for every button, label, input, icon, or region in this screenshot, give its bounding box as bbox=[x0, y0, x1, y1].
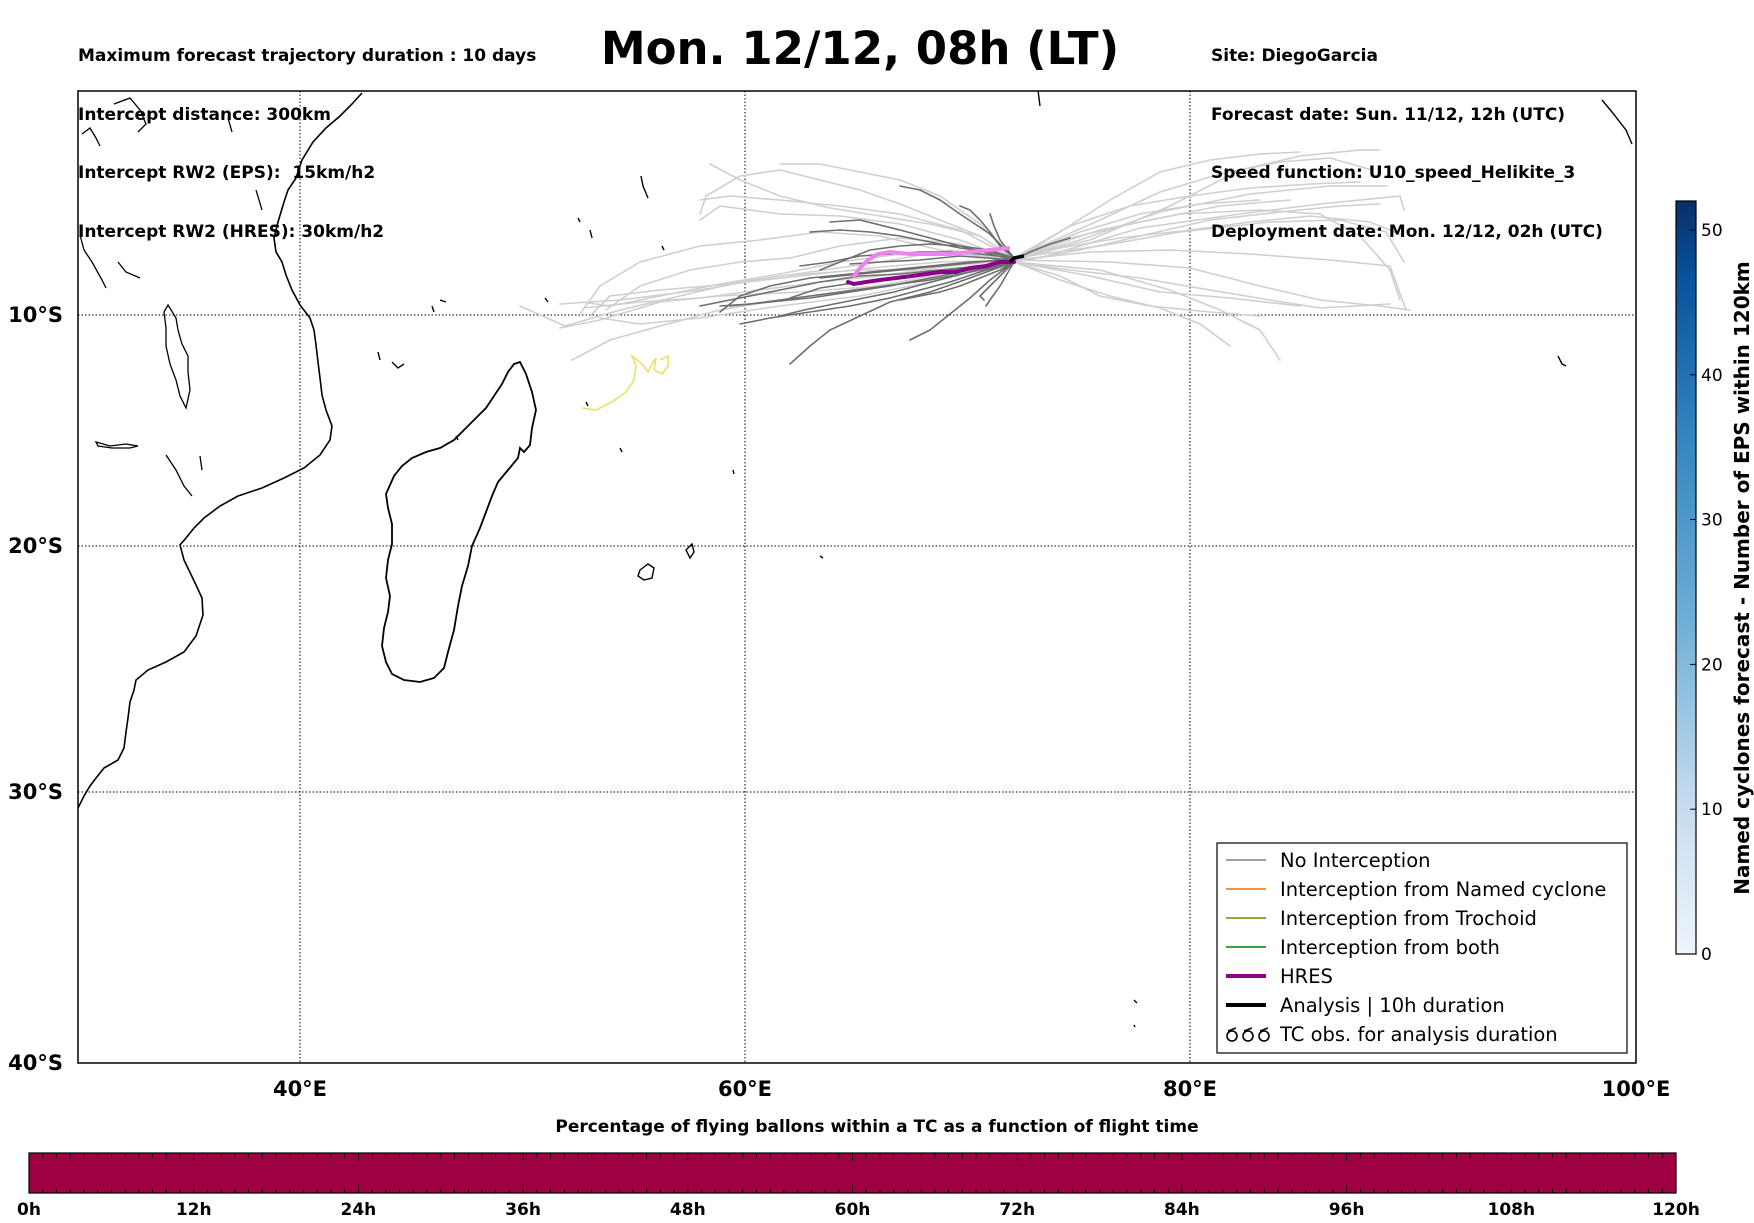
right-colorbar-tick-label: 0 bbox=[1701, 945, 1712, 965]
svg-text:Analysis | 10h duration: Analysis | 10h duration bbox=[1280, 994, 1505, 1017]
hres-track-alt bbox=[852, 246, 1010, 278]
bottom-colorbar-tick-label: 108h bbox=[1488, 1200, 1536, 1220]
speed-function-text: Speed function: U10_speed_Helikite_3 bbox=[1211, 163, 1576, 183]
right-colorbar-tick-label: 40 bbox=[1701, 366, 1723, 386]
bottom-colorbar-tick-label: 84h bbox=[1164, 1200, 1200, 1220]
analysis-track bbox=[1008, 254, 1025, 264]
hres-track bbox=[846, 260, 1016, 287]
right-colorbar-tick-label: 20 bbox=[1701, 655, 1723, 675]
lon-label-40e: 40°E bbox=[273, 1077, 327, 1101]
header-info-right: Site: DiegoGarcia Forecast date: Sun. 11… bbox=[1211, 8, 1603, 262]
legend-item-named-cyclone: Interception from Named cyclone bbox=[1226, 878, 1606, 901]
legend-item-trochoid: Interception from Trochoid bbox=[1226, 907, 1537, 930]
deployment-date-text: Deployment date: Mon. 12/12, 02h (UTC) bbox=[1211, 221, 1603, 242]
right-colorbar-tick-label: 30 bbox=[1701, 511, 1723, 531]
bottom-colorbar-tick-label: 96h bbox=[1329, 1200, 1365, 1220]
bottom-colorbar-ticks: 0h 12h 24h 36h 48h 60h 72h 84h 96h 108h 120h bbox=[17, 1200, 1700, 1220]
svg-text:Interception from Trochoid: Interception from Trochoid bbox=[1280, 907, 1537, 930]
tc-obs-icon bbox=[1226, 1027, 1270, 1042]
right-colorbar-tick-label: 50 bbox=[1701, 221, 1723, 241]
bottom-colorbar-tick-label: 60h bbox=[835, 1200, 871, 1220]
forecast-date-text: Forecast date: Sun. 11/12, 12h (UTC) bbox=[1211, 104, 1566, 125]
bottom-colorbar: 0h 12h 24h 36h 48h 60h 72h 84h 96h 108h 120h bbox=[17, 1152, 1700, 1220]
bottom-colorbar-title: Percentage of flying ballons within a TC… bbox=[555, 1117, 1199, 1137]
right-colorbar-tick-label: 10 bbox=[1701, 800, 1723, 820]
madagascar bbox=[381, 360, 537, 683]
lake-tanganyika bbox=[94, 440, 203, 497]
africa-coastline bbox=[78, 92, 363, 809]
legend-item-hres: HRES bbox=[1226, 965, 1333, 988]
yellow-trajectory bbox=[581, 353, 669, 411]
small-islands bbox=[377, 91, 1633, 1028]
header-info-left: Maximum forecast trajectory duration : 1… bbox=[78, 8, 536, 262]
lat-tick-labels: 10°S 20°S 30°S 40°S bbox=[8, 303, 63, 1075]
lat-label-20s: 20°S bbox=[8, 534, 63, 558]
right-colorbar-ticks: 0 10 20 30 40 50 bbox=[1690, 221, 1723, 965]
lon-label-100e: 100°E bbox=[1602, 1077, 1671, 1101]
bottom-colorbar-tick-label: 24h bbox=[341, 1200, 377, 1220]
page-title: Mon. 12/12, 08h (LT) bbox=[600, 22, 1120, 75]
right-colorbar: 0 10 20 30 40 50 Named cyclones forecast - Nu… bbox=[1675, 200, 1754, 965]
bottom-colorbar-tick-label: 72h bbox=[999, 1200, 1035, 1220]
bottom-colorbar-tick-label: 48h bbox=[670, 1200, 706, 1220]
svg-text:HRES: HRES bbox=[1280, 965, 1333, 988]
site-text: Site: DiegoGarcia bbox=[1211, 46, 1378, 66]
bottom-colorbar-tick-label: 12h bbox=[176, 1200, 212, 1220]
intercept-distance-text: Intercept distance: 300km bbox=[78, 104, 331, 125]
lon-tick-labels: 40°E 60°E 80°E 100°E bbox=[273, 1077, 1670, 1101]
svg-text:No Interception: No Interception bbox=[1280, 849, 1431, 872]
bottom-colorbar-tick-label: 120h bbox=[1652, 1200, 1700, 1220]
map-border bbox=[77, 90, 1637, 1064]
lake-victoria bbox=[163, 303, 191, 410]
max-duration-text: Maximum forecast trajectory duration : 1… bbox=[78, 46, 537, 66]
bottom-colorbar-tick-label: 36h bbox=[505, 1200, 541, 1220]
legend-item-analysis: Analysis | 10h duration bbox=[1226, 994, 1505, 1017]
legend: No Interception Interception from Named … bbox=[1216, 842, 1628, 1054]
svg-text:Interception from both: Interception from both bbox=[1280, 936, 1500, 959]
gridlines bbox=[78, 91, 1636, 1063]
intercept-eps-text: Intercept RW2 (EPS): 15km/h2 bbox=[78, 163, 376, 183]
legend-item-tc-obs: TC obs. for analysis duration bbox=[1226, 1023, 1558, 1046]
lat-label-30s: 30°S bbox=[8, 780, 63, 804]
bottom-colorbar-tick-label: 0h bbox=[17, 1200, 41, 1220]
legend-item-both: Interception from both bbox=[1226, 936, 1500, 959]
legend-item-no-interception: No Interception bbox=[1226, 849, 1431, 872]
lon-label-60e: 60°E bbox=[718, 1077, 772, 1101]
right-colorbar-label: Named cyclones forecast - Number of EPS … bbox=[1730, 261, 1754, 895]
intercept-hres-text: Intercept RW2 (HRES): 30km/h2 bbox=[78, 221, 385, 242]
lat-label-40s: 40°S bbox=[8, 1051, 63, 1075]
svg-text:TC obs. for analysis duration: TC obs. for analysis duration bbox=[1279, 1023, 1558, 1046]
horn-coastline bbox=[79, 97, 263, 289]
lon-label-80e: 80°E bbox=[1163, 1077, 1217, 1101]
svg-text:Interception from Named cyclon: Interception from Named cyclone bbox=[1280, 878, 1606, 901]
lat-label-10s: 10°S bbox=[8, 303, 63, 327]
